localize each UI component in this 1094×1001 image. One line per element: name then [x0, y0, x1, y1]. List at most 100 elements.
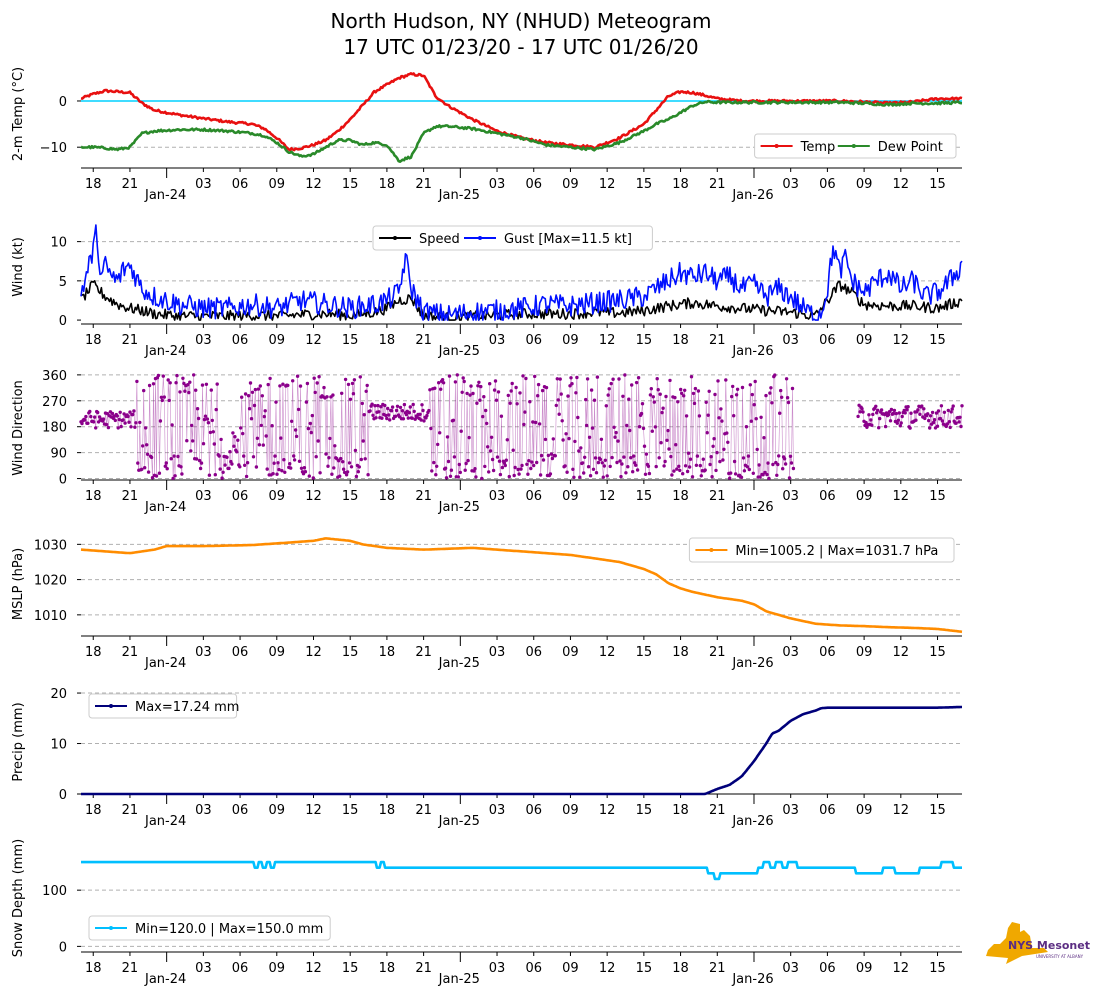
wind-direction-point [208, 430, 213, 435]
x-hour-label: 03 [195, 961, 212, 976]
wind-direction-point [630, 383, 634, 387]
wind-direction-point [894, 411, 898, 416]
wind-direction-point [708, 462, 712, 467]
wind-direction-point [92, 420, 96, 424]
x-hour-label: 09 [562, 489, 579, 504]
wind-direction-point [504, 458, 508, 462]
legend-marker [709, 548, 714, 552]
wind-direction-point [240, 395, 244, 399]
wind-direction-point [539, 453, 544, 458]
wind-direction-point [196, 416, 201, 421]
wind-direction-point [625, 423, 629, 428]
wind-direction-point [199, 461, 204, 465]
wind-direction-point [466, 458, 470, 463]
wind-direction-point [764, 393, 768, 398]
wind-direction-point [663, 459, 667, 464]
wind-direction-point [899, 421, 903, 425]
wind-direction-point [778, 411, 782, 415]
legend: Min=120.0 | Max=150.0 mm [88, 915, 331, 941]
wind-direction-point [344, 473, 349, 477]
wind-direction-point [258, 384, 262, 388]
x-hour-label: 06 [232, 803, 249, 818]
wind-direction-point [624, 471, 628, 475]
wind-direction-point [438, 431, 442, 435]
wind-direction-point [931, 420, 936, 425]
wind-direction-point [167, 398, 171, 403]
wind-direction-point [613, 435, 617, 439]
wind-direction-point [957, 420, 961, 424]
wind-direction-point [250, 390, 255, 394]
wind-direction-point [272, 461, 276, 465]
wind-direction-point [517, 472, 521, 476]
wind-direction-point [942, 410, 947, 414]
x-hour-label: 09 [562, 803, 579, 818]
wind-direction-point [626, 465, 630, 469]
wind-direction-point [223, 463, 227, 467]
wind-direction-point [343, 377, 348, 382]
wind-direction-point [144, 426, 148, 430]
wind-direction-point [161, 374, 165, 378]
wind-direction-point [314, 455, 318, 459]
wind-direction-point [947, 420, 951, 424]
x-hour-label: 06 [232, 333, 249, 348]
wind-direction-point [134, 421, 138, 425]
wind-direction-point [628, 428, 632, 433]
wind-direction-point [599, 437, 604, 441]
wind-direction-point [717, 416, 721, 420]
wind-direction-point [326, 464, 330, 468]
wind-direction-point [932, 418, 937, 422]
x-hour-label: 09 [269, 177, 286, 192]
wind-direction-point [264, 434, 268, 438]
wind-direction-point [487, 470, 491, 474]
legend-label: Gust [Max=11.5 kt] [504, 232, 632, 247]
wind-direction-point [773, 373, 777, 377]
wind-direction-point [478, 398, 482, 402]
wind-direction-point [783, 462, 788, 466]
wind-direction-point [271, 472, 275, 476]
y-tick-label: 360 [42, 369, 67, 384]
wind-direction-point [775, 473, 779, 477]
wind-direction-point [740, 385, 745, 390]
wind-direction-point [610, 455, 614, 460]
wind-direction-point [400, 409, 405, 413]
wind-direction-point [762, 436, 766, 440]
wind-direction-point [262, 414, 266, 419]
x-hour-label: 15 [636, 803, 653, 818]
wind-direction-point [658, 392, 662, 396]
wind-direction-point [600, 461, 604, 465]
wind-direction-point [471, 391, 475, 396]
x-hour-label: 06 [819, 177, 836, 192]
wind-direction-point [945, 422, 949, 426]
wind-direction-point [292, 458, 297, 462]
x-day-label: Jan-24 [144, 656, 186, 671]
wind-direction-point [689, 375, 694, 379]
wind-direction-point [185, 439, 189, 443]
x-hour-label: 18 [85, 803, 102, 818]
wind-direction-point [905, 408, 909, 412]
wind-direction-point [339, 456, 343, 461]
wind-direction-point [622, 455, 626, 459]
wind-direction-point [338, 474, 342, 478]
x-day-label: Jan-26 [731, 500, 773, 515]
wind-direction-point [215, 382, 219, 386]
x-hour-label: 06 [232, 645, 249, 660]
x-hour-label: 03 [489, 803, 506, 818]
x-hour-label: 21 [709, 803, 726, 818]
x-hour-label: 15 [929, 489, 946, 504]
wind-direction-point [228, 450, 232, 454]
wind-direction-point [432, 460, 436, 465]
wind-direction-point [150, 476, 155, 480]
x-hour-label: 21 [709, 177, 726, 192]
wind-direction-point [694, 463, 699, 467]
wind-direction-point [143, 466, 147, 470]
x-hour-label: 03 [195, 489, 212, 504]
wind-direction-point [667, 447, 671, 451]
wind-direction-point [346, 382, 351, 387]
x-hour-label: 21 [122, 645, 139, 660]
wind-direction-point [879, 408, 884, 412]
x-hour-label: 03 [489, 333, 506, 348]
wind-direction-point [290, 419, 294, 423]
wind-direction-point [535, 460, 539, 465]
wind-direction-point [316, 439, 320, 443]
wind-direction-point [722, 447, 726, 451]
